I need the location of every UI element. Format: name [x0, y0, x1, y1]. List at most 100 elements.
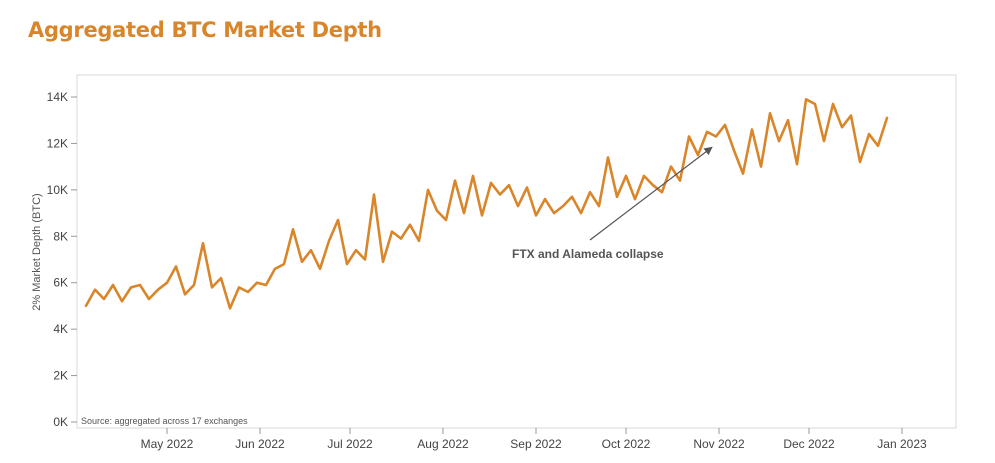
y-tick-label: 2K [53, 369, 68, 383]
data-point [508, 184, 510, 187]
data-point [697, 154, 699, 156]
data-point [274, 267, 276, 270]
data-point [850, 114, 852, 117]
data-point [148, 298, 150, 300]
x-tick: Jul 2022 [327, 428, 373, 451]
data-point [202, 242, 204, 245]
data-point [121, 300, 123, 303]
data-point [265, 284, 267, 286]
data-point [823, 140, 825, 143]
y-tick: 4K [53, 322, 77, 336]
annotation-label: FTX and Alameda collapse [512, 247, 664, 261]
data-point [418, 240, 420, 242]
data-point [562, 205, 564, 208]
x-tick-label: May 2022 [141, 437, 194, 451]
data-point [580, 212, 582, 214]
y-axis: 0K 2K 4K 6K 8K 10K 12K 14K [47, 90, 77, 429]
x-tick-label: Jun 2022 [235, 437, 285, 451]
data-point [499, 193, 501, 196]
data-point [247, 291, 249, 293]
data-point [751, 128, 753, 131]
data-point [535, 214, 537, 217]
data-point [769, 112, 771, 115]
x-tick: Aug 2022 [417, 428, 469, 451]
data-point [346, 263, 348, 266]
data-point [859, 161, 861, 163]
data-point [382, 260, 384, 263]
data-point [787, 119, 789, 122]
y-tick-label: 6K [53, 276, 68, 290]
data-point [85, 305, 87, 307]
data-point [229, 307, 231, 310]
data-point [571, 195, 573, 198]
data-point [238, 286, 240, 289]
data-point [832, 103, 834, 105]
data-point [175, 265, 177, 268]
data-point [814, 103, 816, 105]
data-point [733, 149, 735, 152]
data-point [841, 126, 843, 129]
data-point [211, 286, 213, 289]
y-tick: 14K [47, 90, 77, 104]
x-tick-label: Dec 2022 [783, 437, 835, 451]
data-point [445, 219, 447, 221]
data-point [184, 293, 186, 296]
y-tick-label: 14K [47, 90, 68, 104]
x-tick-label: Jul 2022 [327, 437, 373, 451]
data-point [310, 249, 312, 252]
data-point [625, 175, 627, 177]
data-point [427, 188, 429, 191]
y-tick: 6K [53, 276, 77, 290]
x-tick: Jan 2023 [877, 428, 927, 451]
data-point [679, 179, 681, 182]
data-point [193, 284, 195, 286]
data-point [715, 135, 717, 138]
data-point [328, 240, 330, 242]
y-tick-label: 0K [53, 415, 68, 429]
data-point [130, 286, 132, 289]
x-tick-label: Oct 2022 [602, 437, 651, 451]
data-point [670, 165, 672, 168]
y-tick-label: 12K [47, 136, 68, 150]
data-point [778, 140, 780, 143]
data-point [139, 284, 141, 286]
series-line [84, 98, 889, 310]
data-point [724, 123, 726, 126]
data-point [112, 284, 114, 286]
data-point [283, 263, 285, 266]
data-point [463, 212, 465, 214]
data-point [364, 258, 366, 261]
data-point [517, 205, 519, 208]
data-point [256, 281, 258, 284]
data-point [409, 223, 411, 226]
data-point [400, 237, 402, 240]
data-point [877, 144, 879, 147]
y-tick-label: 4K [53, 322, 68, 336]
data-point [760, 165, 762, 168]
chart-title: Aggregated BTC Market Depth [28, 18, 382, 42]
x-tick-label: Sep 2022 [510, 437, 562, 451]
data-point [319, 267, 321, 270]
data-point [472, 175, 474, 177]
x-tick: Jun 2022 [235, 428, 285, 451]
data-point [391, 230, 393, 233]
x-tick-label: Nov 2022 [693, 437, 745, 451]
data-point [886, 116, 888, 119]
y-tick-label: 8K [53, 229, 68, 243]
data-point [544, 198, 546, 201]
data-point [454, 179, 456, 182]
y-tick-label: 10K [47, 183, 68, 197]
x-tick: Dec 2022 [783, 428, 835, 451]
x-tick-label: Jan 2023 [877, 437, 927, 451]
data-point [598, 205, 600, 208]
x-tick: May 2022 [141, 428, 194, 451]
x-tick-label: Aug 2022 [417, 437, 469, 451]
y-tick: 8K [53, 229, 77, 243]
x-axis: May 2022 Jun 2022 Jul 2022 Aug 2022 Sep 2022… [141, 428, 927, 451]
series-points [85, 98, 888, 310]
data-point [634, 198, 636, 201]
data-point [481, 214, 483, 217]
data-point [643, 175, 645, 177]
x-tick: Nov 2022 [693, 428, 745, 451]
